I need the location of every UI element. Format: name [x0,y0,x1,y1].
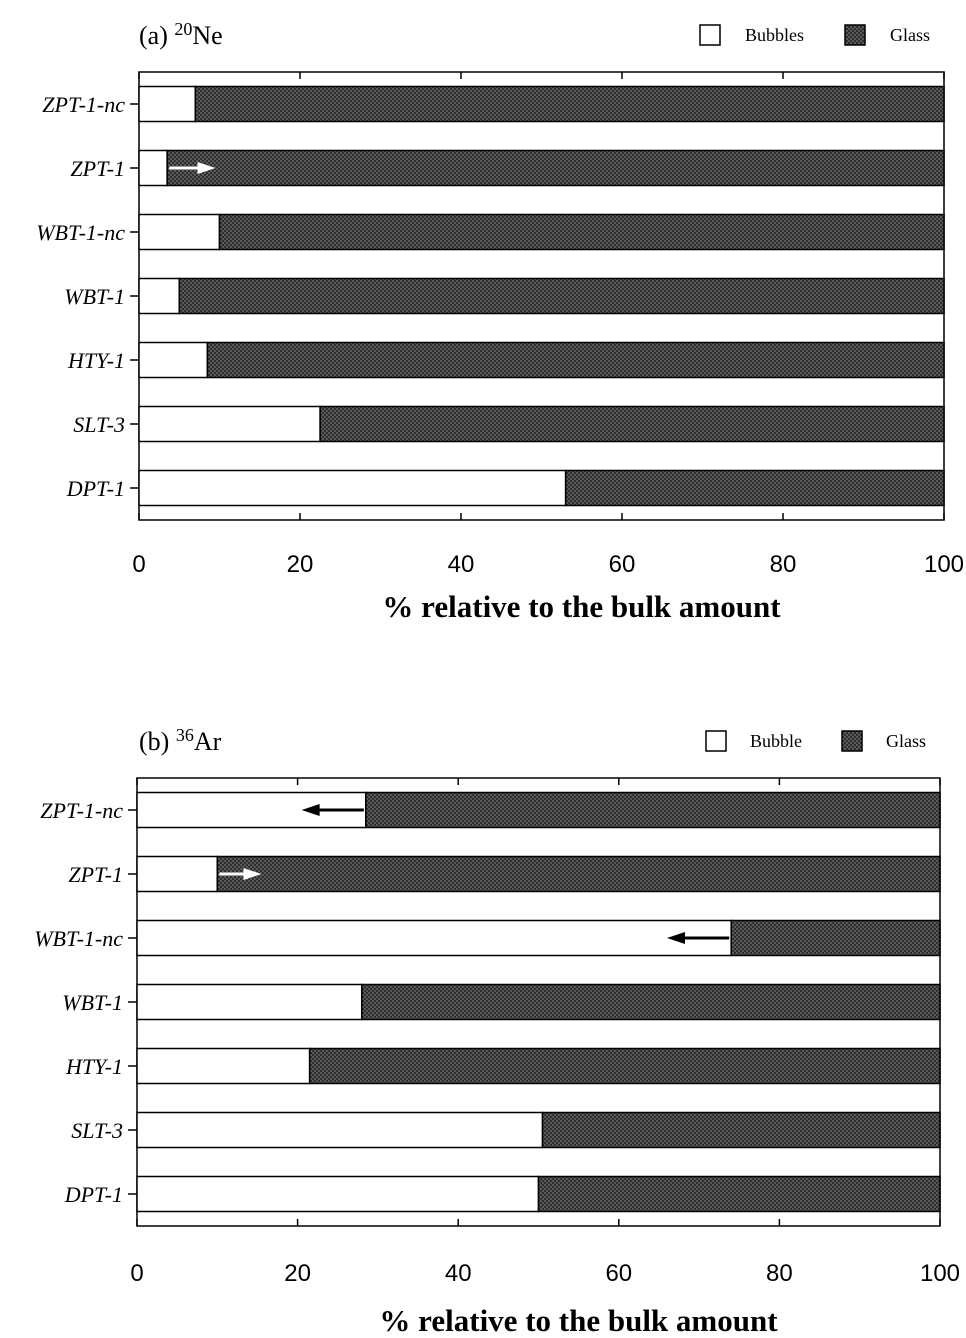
category-label: WBT-1-nc [34,926,123,951]
category-label: ZPT-1 [68,862,123,887]
category-label: WBT-1 [64,284,125,309]
bar-glass-HTY-1 [310,1049,940,1084]
legend-swatch-bubbles [706,731,726,751]
legend-swatch-bubbles [700,25,720,45]
category-label: SLT-3 [71,1118,123,1143]
bar-glass-SLT-3 [320,407,944,442]
panel-title: (b) 36Ar [139,725,222,756]
category-label: ZPT-1 [70,156,125,181]
x-tick-label: 40 [448,551,475,578]
bar-bubbles-SLT-3 [139,407,320,442]
bar-bubbles-WBT-1 [137,985,362,1020]
legend-swatch-glass [842,731,862,751]
bar-bubbles-DPT-1 [137,1177,539,1212]
bar-glass-HTY-1 [207,343,944,378]
isotope-symbol: Ar [194,727,222,756]
x-axis-label: % relative to the bulk amount [379,1303,778,1338]
bar-bubbles-SLT-3 [137,1113,543,1148]
category-label: ZPT-1-nc [40,798,123,823]
bar-glass-ZPT-1 [167,151,944,186]
bar-bubbles-WBT-1-nc [139,215,220,250]
bar-bubbles-ZPT-1 [139,151,167,186]
bar-glass-WBT-1-nc [731,921,940,956]
x-tick-label: 40 [445,1260,472,1287]
legend-label-bubbles: Bubble [750,731,802,751]
category-label: WBT-1 [62,990,123,1015]
x-tick-label: 20 [284,1260,311,1287]
panel-label: (a) [139,21,174,50]
bar-bubbles-WBT-1 [139,279,179,314]
chart-panel-b: (b) 36Ar Bubble Glass ZPT-1-nc ZPT-1 WBT-1-nc… [34,725,960,1338]
bar-bubbles-DPT-1 [139,471,566,506]
category-label: DPT-1 [66,476,125,501]
legend-swatch-glass [845,25,865,45]
bar-glass-WBT-1-nc [220,215,945,250]
category-label: DPT-1 [64,1182,123,1207]
category-label: ZPT-1-nc [42,92,125,117]
bar-bubbles-WBT-1-nc [137,921,731,956]
panel-title: (a) 20Ne [139,19,223,50]
x-tick-label: 0 [130,1260,143,1287]
legend-label-glass: Glass [890,25,930,45]
bar-bubbles-ZPT-1-nc [139,87,195,122]
bar-glass-DPT-1 [566,471,944,506]
chart-panel-a: (a) 20Ne Bubbles GlassZPT-1-ncZPT-1WBT-1-n… [36,19,964,624]
category-label: WBT-1-nc [36,220,125,245]
isotope-mass: 20 [174,19,192,39]
bar-bubbles-HTY-1 [139,343,207,378]
category-label: HTY-1 [67,348,125,373]
x-tick-label: 60 [609,551,636,578]
x-axis-label: % relative to the bulk amount [382,589,781,624]
bar-glass-SLT-3 [543,1113,940,1148]
bar-glass-ZPT-1-nc [195,87,944,122]
isotope-symbol: Ne [192,21,222,50]
bar-glass-WBT-1 [179,279,944,314]
bar-glass-ZPT-1 [217,857,940,892]
bar-bubbles-HTY-1 [137,1049,310,1084]
legend-label-bubbles: Bubbles [745,25,804,45]
bar-glass-WBT-1 [362,985,940,1020]
legend-label-glass: Glass [886,731,926,751]
panel-label: (b) [139,727,176,756]
bar-glass-DPT-1 [539,1177,941,1212]
x-tick-label: 0 [132,551,145,578]
x-tick-label: 80 [770,551,797,578]
x-tick-label: 60 [605,1260,632,1287]
category-label: HTY-1 [65,1054,123,1079]
x-tick-label: 100 [924,551,964,578]
x-tick-label: 80 [766,1260,793,1287]
category-label: SLT-3 [73,412,125,437]
bar-bubbles-ZPT-1 [137,857,217,892]
bar-glass-ZPT-1-nc [366,793,940,828]
x-tick-label: 100 [920,1260,960,1287]
x-tick-label: 20 [287,551,314,578]
isotope-mass: 36 [176,725,194,745]
